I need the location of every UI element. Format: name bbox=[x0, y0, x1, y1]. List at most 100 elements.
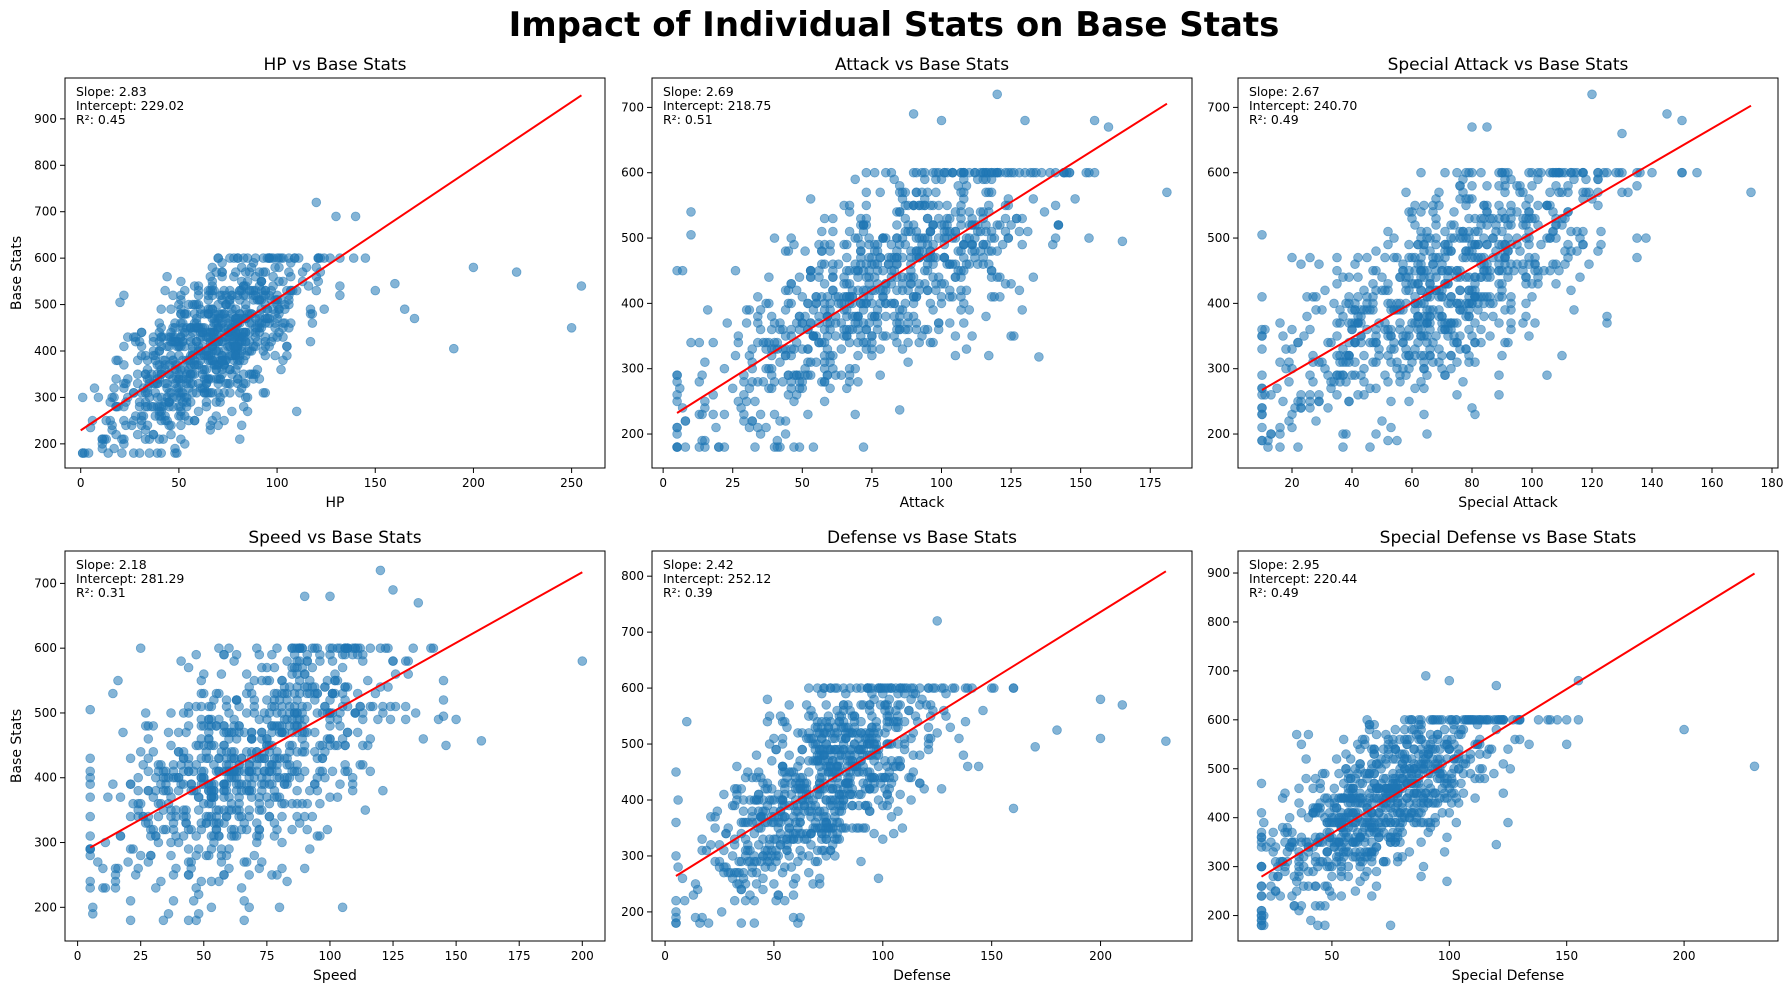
data-point bbox=[166, 850, 176, 861]
data-point bbox=[262, 792, 272, 802]
data-point bbox=[322, 824, 333, 835]
data-point bbox=[953, 181, 963, 191]
data-point bbox=[209, 779, 219, 789]
data-point bbox=[1455, 305, 1465, 315]
data-point bbox=[773, 823, 784, 833]
data-point bbox=[1374, 344, 1384, 354]
data-point bbox=[1023, 226, 1033, 237]
data-point bbox=[1306, 915, 1316, 926]
data-point bbox=[805, 272, 816, 283]
data-point bbox=[812, 856, 823, 867]
data-point bbox=[225, 364, 235, 375]
y-tick-label: 200 bbox=[621, 427, 644, 441]
data-point bbox=[789, 370, 799, 381]
data-point bbox=[1497, 350, 1507, 361]
data-point bbox=[819, 811, 829, 822]
data-point bbox=[747, 416, 757, 426]
data-point bbox=[821, 795, 831, 805]
r2-annotation: R²: 0.31 bbox=[76, 585, 126, 600]
data-point bbox=[224, 643, 234, 653]
data-point bbox=[193, 406, 204, 417]
data-point bbox=[861, 187, 872, 198]
x-tick-label: 0 bbox=[74, 949, 82, 963]
data-point bbox=[686, 207, 696, 217]
data-point bbox=[154, 346, 165, 356]
data-point bbox=[1452, 389, 1462, 400]
data-point bbox=[388, 656, 398, 666]
data-point bbox=[337, 902, 348, 913]
data-point bbox=[1028, 194, 1039, 204]
data-point bbox=[701, 845, 712, 856]
data-point bbox=[299, 591, 310, 602]
y-tick-label: 300 bbox=[621, 362, 644, 376]
data-point bbox=[235, 387, 245, 398]
data-point bbox=[760, 845, 770, 856]
slope-annotation: Slope: 2.69 bbox=[663, 84, 734, 99]
data-point bbox=[226, 746, 237, 757]
data-point bbox=[811, 298, 821, 309]
data-point bbox=[1389, 252, 1399, 263]
data-point bbox=[793, 834, 803, 844]
data-point bbox=[797, 744, 807, 755]
plot-frame bbox=[1237, 77, 1779, 469]
data-point bbox=[928, 683, 938, 693]
data-point bbox=[853, 337, 863, 348]
data-point bbox=[1479, 233, 1489, 243]
data-point bbox=[1410, 220, 1420, 230]
data-point bbox=[156, 876, 166, 887]
data-point bbox=[1482, 122, 1492, 132]
data-point bbox=[337, 662, 348, 673]
data-point bbox=[252, 364, 263, 375]
data-point bbox=[1014, 226, 1025, 237]
y-tick-label: 900 bbox=[34, 112, 57, 126]
data-point bbox=[931, 187, 941, 198]
data-point bbox=[256, 727, 267, 738]
data-point bbox=[1419, 200, 1429, 211]
data-point bbox=[886, 811, 897, 822]
data-point bbox=[975, 226, 986, 237]
data-point bbox=[156, 332, 167, 342]
data-point bbox=[928, 337, 938, 348]
data-point bbox=[864, 233, 874, 243]
data-point bbox=[117, 448, 127, 458]
data-point bbox=[317, 753, 328, 764]
data-point bbox=[188, 895, 199, 906]
data-point bbox=[758, 806, 768, 816]
data-point bbox=[719, 409, 730, 420]
data-point bbox=[1439, 847, 1450, 857]
data-point bbox=[803, 409, 813, 420]
data-point bbox=[1413, 337, 1423, 348]
data-point bbox=[1416, 871, 1426, 882]
data-point bbox=[213, 327, 224, 338]
data-point bbox=[752, 291, 763, 302]
data-point bbox=[690, 912, 701, 923]
data-point bbox=[1494, 181, 1504, 191]
data-point bbox=[235, 434, 245, 445]
data-point bbox=[1602, 318, 1612, 328]
data-point bbox=[1524, 252, 1534, 263]
data-point bbox=[352, 727, 363, 738]
data-point bbox=[368, 701, 378, 712]
data-point bbox=[292, 708, 302, 718]
data-point bbox=[1287, 324, 1297, 335]
data-point bbox=[1296, 259, 1306, 270]
data-point bbox=[239, 727, 250, 738]
data-point bbox=[1395, 298, 1405, 309]
data-point bbox=[1305, 389, 1315, 400]
data-point bbox=[195, 304, 206, 315]
data-point bbox=[1341, 429, 1351, 439]
y-axis-label: Base Stats bbox=[9, 236, 25, 310]
data-point bbox=[889, 298, 899, 309]
data-point bbox=[1662, 109, 1672, 119]
data-point bbox=[1355, 759, 1365, 769]
data-point bbox=[240, 336, 251, 347]
data-point bbox=[266, 285, 277, 296]
data-point bbox=[239, 895, 250, 906]
data-point bbox=[119, 383, 129, 393]
data-point bbox=[810, 722, 821, 733]
data-point bbox=[1677, 167, 1687, 178]
data-point bbox=[1332, 265, 1342, 276]
data-point bbox=[790, 778, 801, 788]
